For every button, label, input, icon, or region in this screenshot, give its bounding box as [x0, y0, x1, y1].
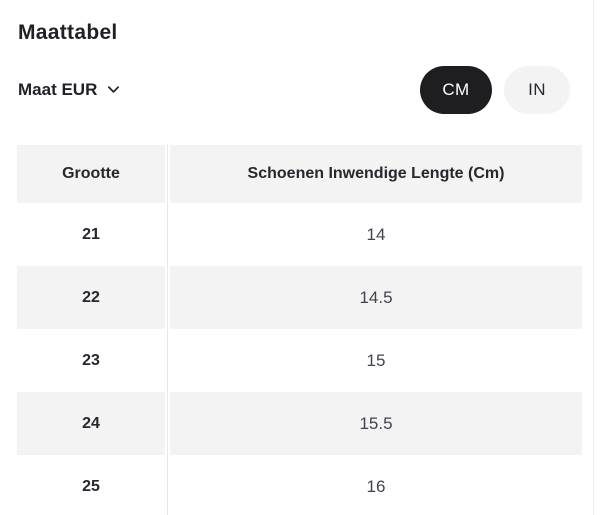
column-divider [165, 455, 170, 515]
column-divider [165, 329, 170, 392]
cell-size: 21 [82, 226, 100, 243]
column-divider [165, 145, 170, 203]
table-row: 22 14.5 [17, 266, 582, 329]
right-edge-divider [593, 0, 594, 515]
cell-size: 23 [82, 352, 100, 369]
controls-row: Maat EUR CM IN [18, 66, 570, 114]
cell-length: 15 [366, 351, 386, 370]
page-title: Maattabel [18, 21, 118, 44]
cell-length: 15.5 [359, 414, 393, 433]
unit-toggle-cm[interactable]: CM [420, 66, 492, 114]
cell-length: 16 [366, 477, 386, 496]
chevron-down-icon [106, 79, 121, 102]
size-table: Grootte Schoenen Inwendige Lengte (Cm) 2… [17, 145, 582, 515]
unit-toggle: CM IN [420, 66, 570, 114]
cell-length: 14.5 [359, 288, 393, 307]
cell-size: 25 [82, 478, 100, 495]
table-body: 21 14 22 14.5 23 15 24 15.5 25 [17, 203, 582, 515]
unit-toggle-in[interactable]: IN [504, 66, 570, 114]
table-row: 23 15 [17, 329, 582, 392]
cell-size: 24 [82, 415, 100, 432]
table-row: 24 15.5 [17, 392, 582, 455]
column-divider [165, 392, 170, 455]
column-divider [165, 203, 170, 266]
column-header-size: Grootte [62, 165, 120, 182]
cell-size: 22 [82, 289, 100, 306]
column-divider [165, 266, 170, 329]
cell-length: 14 [366, 225, 386, 244]
table-row: 21 14 [17, 203, 582, 266]
table-header-row: Grootte Schoenen Inwendige Lengte (Cm) [17, 145, 582, 203]
column-header-length: Schoenen Inwendige Lengte (Cm) [247, 165, 505, 182]
size-standard-label: Maat EUR [18, 80, 98, 99]
table-row: 25 16 [17, 455, 582, 515]
size-standard-dropdown[interactable]: Maat EUR [18, 79, 121, 102]
